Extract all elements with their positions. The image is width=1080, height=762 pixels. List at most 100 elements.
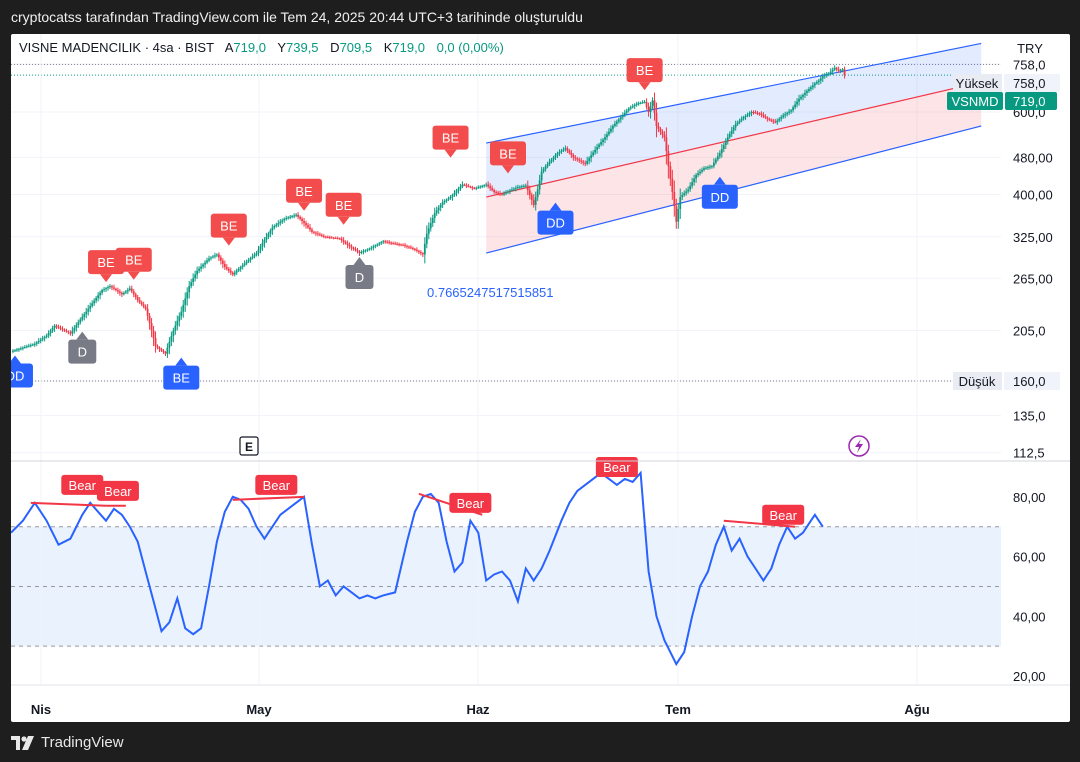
signal-marker[interactable]: BE — [88, 250, 125, 283]
lightning-icon[interactable] — [848, 435, 870, 457]
candle-body — [283, 218, 286, 221]
candle-body — [515, 187, 517, 189]
candle-body — [604, 137, 606, 140]
candle-body — [683, 193, 686, 196]
candle-body — [91, 303, 94, 307]
signal-marker[interactable]: DD — [701, 176, 738, 209]
footer-brand[interactable]: TradingView — [11, 734, 124, 751]
signal-marker[interactable]: BE — [286, 178, 323, 211]
signal-marker[interactable]: DD — [0, 355, 33, 388]
candle-body — [204, 262, 206, 265]
divergence-label[interactable]: Bear — [255, 474, 298, 495]
candle-body — [354, 249, 357, 251]
candle-body — [303, 221, 305, 224]
signal-marker-box — [626, 58, 663, 83]
divergence-label[interactable]: Bear — [762, 504, 805, 525]
candle-body — [57, 326, 60, 328]
candle-body — [540, 171, 543, 181]
divergence-label-box — [595, 456, 638, 477]
candle-body — [511, 189, 513, 191]
candle-body — [752, 111, 755, 113]
candle-body — [790, 110, 793, 112]
candle-body — [441, 202, 444, 205]
legend-symbol[interactable]: VISNE MADENCILIK · 4sa · BIST — [19, 40, 214, 55]
candle-body — [693, 178, 695, 183]
signal-marker[interactable]: BE — [626, 58, 663, 91]
channel-upper-line[interactable] — [486, 42, 982, 144]
currency-button[interactable]: TRY — [1007, 38, 1053, 60]
candle-body — [111, 286, 113, 288]
price-tick-label: 480,00 — [1013, 150, 1053, 165]
candle-body — [631, 106, 634, 108]
signal-marker[interactable]: BE — [115, 247, 152, 280]
candle-body — [475, 187, 478, 189]
candle-body — [734, 124, 737, 128]
candle-body — [645, 102, 648, 107]
candle-body — [396, 243, 398, 245]
candle-body — [148, 315, 151, 323]
candle-body — [93, 300, 96, 304]
candle-body — [119, 291, 121, 293]
candle-body — [467, 185, 470, 187]
candle-body — [469, 186, 472, 188]
signal-marker-pointer — [100, 274, 113, 283]
candle-body — [483, 185, 486, 187]
candle-body — [218, 254, 220, 258]
channel-middle-line[interactable] — [486, 81, 982, 198]
candle-body — [564, 148, 567, 150]
candle-body — [439, 204, 442, 208]
symbol-legend[interactable]: VISNE MADENCILIK · 4sa · BIST A719,0 Y73… — [19, 40, 504, 55]
signal-marker[interactable]: D — [68, 331, 97, 364]
candle-body — [643, 102, 646, 104]
divergence-label[interactable]: Bear — [61, 474, 104, 495]
candle-body — [287, 217, 290, 219]
time-axis[interactable]: Nis May Haz Tem Ağu — [31, 702, 930, 717]
candle-body — [806, 91, 808, 93]
candle-body — [315, 232, 317, 234]
signal-marker[interactable]: BE — [325, 192, 362, 225]
rsi-axis[interactable]: 80,00 60,00 40,00 20,00 — [1013, 490, 1046, 684]
candle-body — [320, 235, 323, 237]
signal-marker[interactable]: BE — [210, 213, 247, 246]
candle-body — [580, 160, 583, 162]
candle-body — [285, 218, 288, 220]
candle-body — [548, 161, 551, 165]
candle-body — [103, 289, 105, 291]
candle-body — [586, 160, 589, 164]
divergence-label[interactable]: Bear — [595, 456, 638, 477]
candle-body — [697, 173, 699, 176]
price-axis[interactable]: 758,0600,0480,00400,00325,00265,00205,01… — [1013, 57, 1053, 460]
candle-body — [762, 114, 765, 117]
earnings-icon[interactable]: E — [239, 436, 259, 456]
signal-marker[interactable]: BE — [432, 125, 469, 158]
candle-body — [384, 241, 387, 243]
candle-body — [414, 248, 416, 250]
signal-marker[interactable]: BE — [163, 357, 200, 390]
signal-marker-label: BE — [125, 253, 143, 268]
currency-label[interactable]: TRY — [1017, 41, 1043, 56]
candle-body — [495, 191, 497, 193]
candle-body — [358, 251, 361, 254]
candle-body — [772, 120, 775, 122]
candle-body — [774, 121, 777, 123]
candle-body — [623, 112, 626, 115]
candle-body — [530, 194, 533, 200]
candle-body — [497, 192, 499, 194]
candle-body — [237, 268, 240, 271]
candle-body — [730, 130, 733, 134]
candle-body — [804, 92, 806, 95]
candle-body — [233, 272, 236, 275]
divergence-label[interactable]: Bear — [96, 480, 139, 501]
candle-body — [703, 168, 705, 170]
signal-marker-box — [537, 210, 574, 235]
candle-body — [796, 101, 798, 105]
chart-canvas[interactable]: DDDBEBEBEBEBEBEDBEBEDDBEDD BearBearBearB… — [0, 34, 1070, 722]
candle-body — [23, 347, 26, 349]
divergence-label[interactable]: Bear — [449, 492, 492, 513]
signal-marker-box — [286, 178, 323, 203]
channel-annotation[interactable]: 0.7665247517515851 — [427, 285, 554, 300]
signal-marker[interactable]: BE — [489, 141, 526, 174]
candle-body — [782, 115, 785, 118]
signal-marker[interactable]: D — [345, 257, 374, 290]
signal-marker[interactable]: DD — [537, 202, 574, 235]
